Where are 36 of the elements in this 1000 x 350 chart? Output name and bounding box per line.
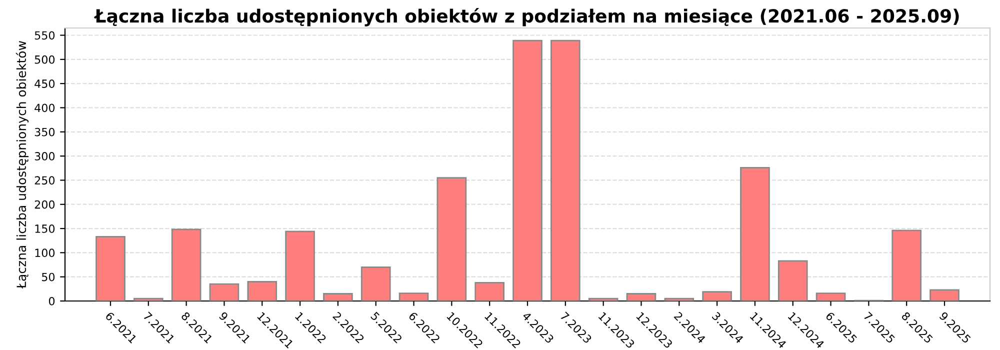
y-tick-label: 100 bbox=[35, 248, 55, 258]
y-tick-label: 0 bbox=[48, 296, 55, 306]
bar bbox=[778, 260, 808, 301]
bar bbox=[171, 228, 202, 301]
y-tick-label: 200 bbox=[34, 200, 55, 209]
bar bbox=[892, 230, 922, 301]
bar bbox=[550, 40, 580, 301]
bar bbox=[930, 289, 960, 301]
y-tick-label: 350 bbox=[34, 128, 55, 136]
bar bbox=[512, 40, 542, 301]
bar bbox=[702, 291, 732, 301]
bar bbox=[474, 282, 504, 301]
bar bbox=[436, 177, 467, 301]
bar bbox=[133, 298, 164, 301]
y-tick-label: 150 bbox=[35, 224, 55, 233]
y-tick-label: 300 bbox=[34, 152, 55, 160]
bar bbox=[360, 266, 391, 301]
bar bbox=[96, 236, 126, 301]
bar bbox=[664, 298, 694, 301]
y-tick-label: 400 bbox=[34, 104, 55, 112]
y-tick-label: 500 bbox=[34, 55, 55, 64]
y-tick-label: 250 bbox=[34, 176, 55, 185]
chart-title: Łączna liczba udostępnionych obiektów z podziałem na miesiące (2021.06 - 2025.09) bbox=[94, 8, 959, 26]
bar bbox=[285, 230, 315, 301]
bar bbox=[398, 292, 429, 301]
bar bbox=[626, 293, 656, 301]
y-tick-label: 450 bbox=[34, 80, 55, 88]
bar bbox=[816, 292, 846, 301]
bar bbox=[740, 166, 770, 301]
bar bbox=[588, 298, 618, 301]
y-axis-title: Łączna liczba udostępnionych obiektów bbox=[16, 41, 29, 289]
y-tick-label: 550 bbox=[34, 31, 55, 40]
y-tick-label: 50 bbox=[42, 272, 55, 282]
bar bbox=[247, 280, 278, 301]
bar bbox=[209, 283, 240, 301]
bar bbox=[323, 293, 353, 301]
